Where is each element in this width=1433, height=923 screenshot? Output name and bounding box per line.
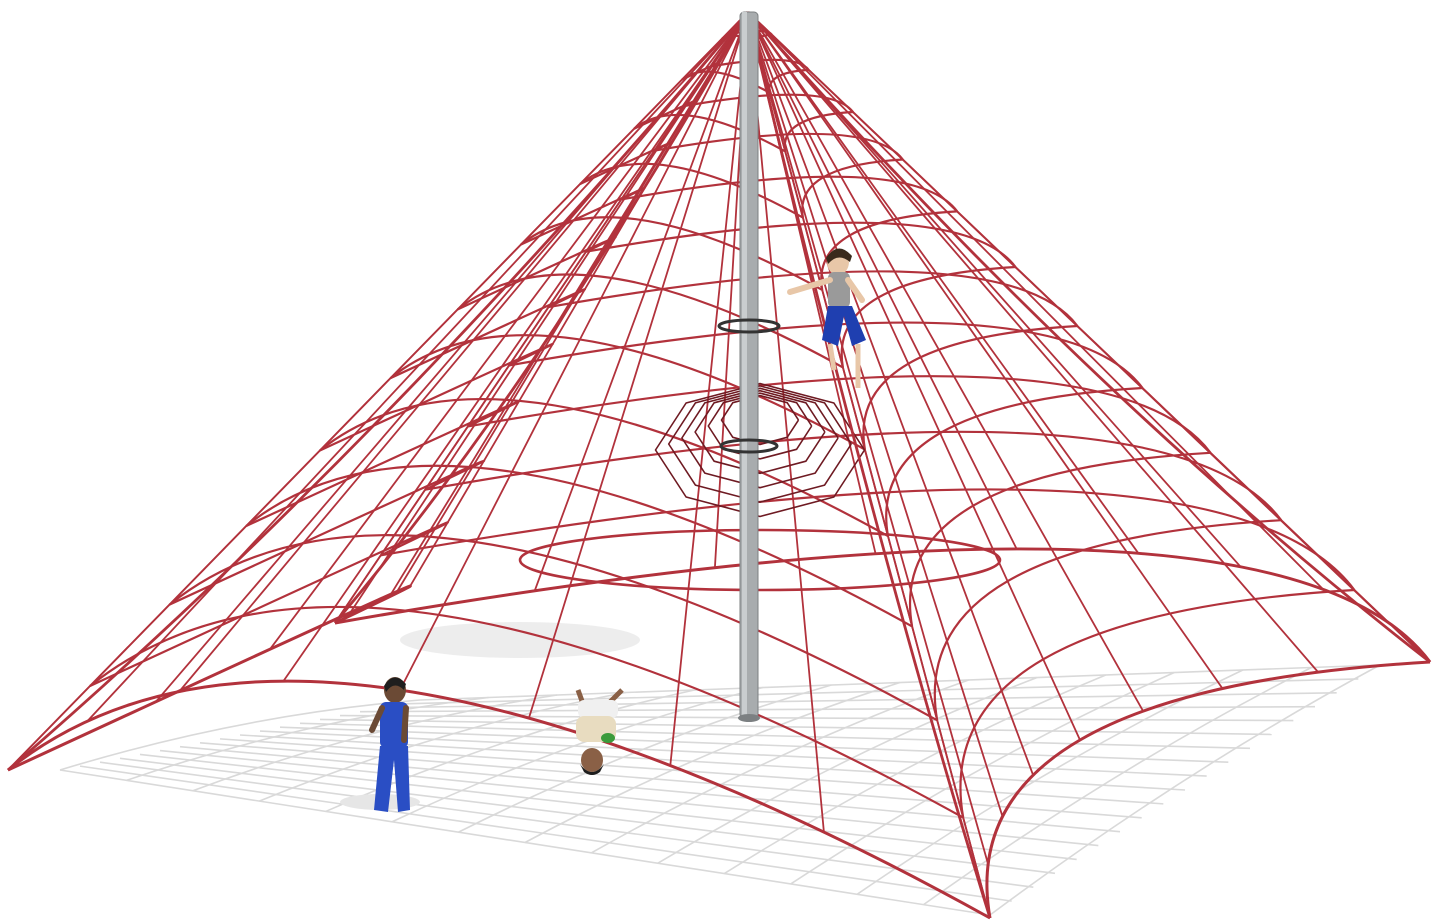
- child-climbing: [787, 248, 866, 388]
- children-figures: [369, 248, 866, 812]
- child-hanging: [575, 688, 624, 775]
- child-standing: [369, 677, 410, 812]
- center-pole: [717, 11, 781, 722]
